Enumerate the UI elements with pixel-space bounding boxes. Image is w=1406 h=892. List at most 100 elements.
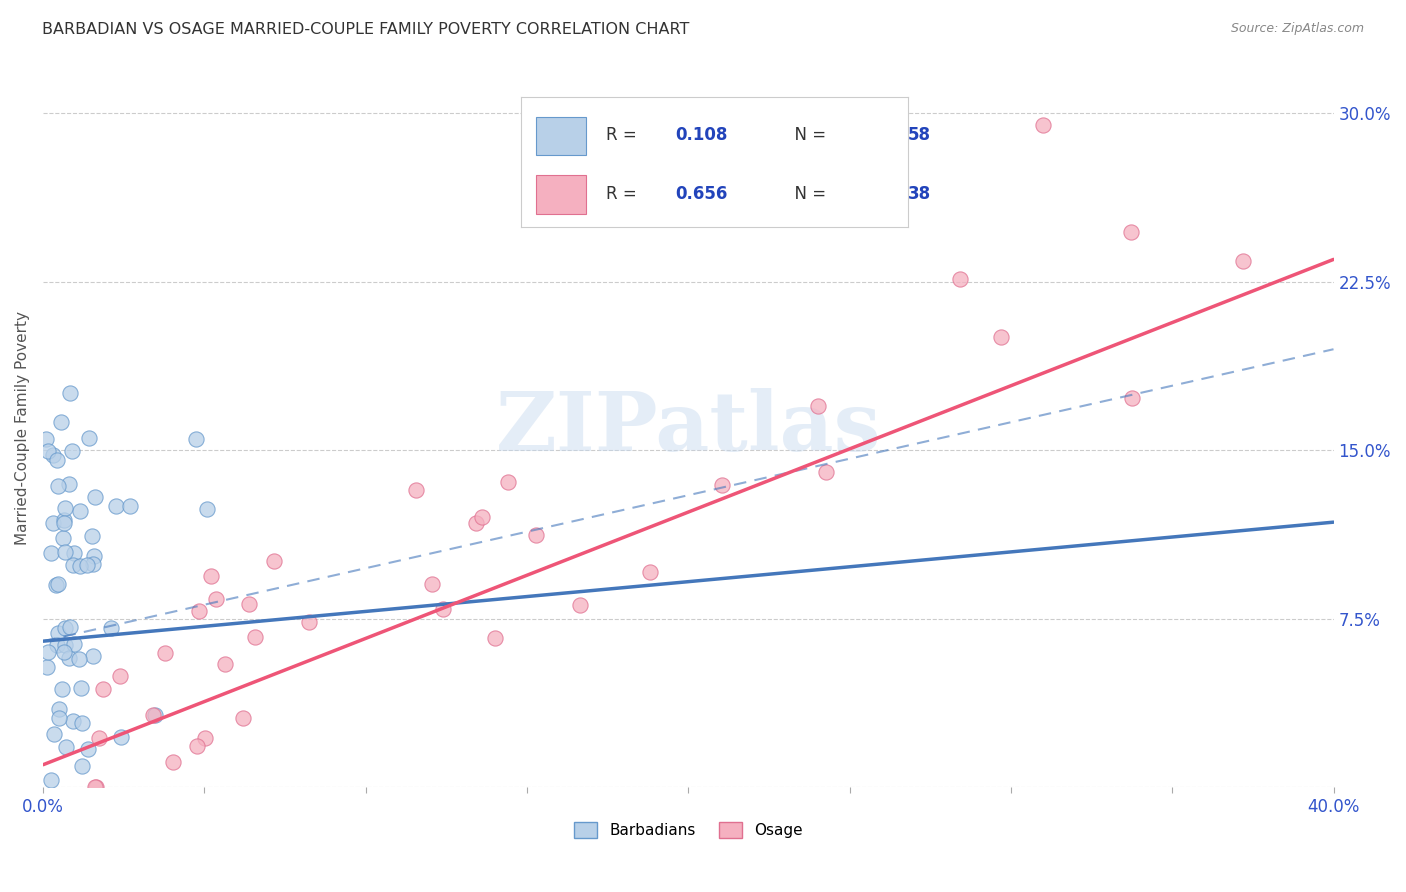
Point [55,739,77,754]
Point [194,731,217,745]
Point [1232,254,1254,268]
Point [60,444,83,458]
Point [83,780,105,794]
Point [58,386,80,401]
Point [82,529,104,543]
Point [465,516,488,530]
Point [638,565,661,579]
Point [1119,225,1142,239]
Point [496,475,519,489]
Point [37,645,59,659]
Point [524,528,547,542]
Point [79,431,101,445]
Point [143,708,166,723]
Point [35,660,58,674]
Point [58,650,80,665]
Point [53,621,76,635]
Point [51,682,73,697]
Point [39,772,62,787]
Point [204,592,226,607]
Text: ZIPatlas: ZIPatlas [495,388,882,467]
Point [162,755,184,769]
Point [238,598,260,612]
Point [83,549,105,564]
Point [49,415,72,429]
Point [100,621,122,635]
Point [69,504,91,518]
Point [76,558,98,572]
Y-axis label: Married-Couple Family Poverty: Married-Couple Family Poverty [15,310,30,545]
Point [108,668,131,682]
Point [141,708,163,723]
Point [69,558,91,573]
Point [195,501,218,516]
Point [432,602,454,616]
Point [46,625,69,640]
Text: Source: ZipAtlas.com: Source: ZipAtlas.com [1230,22,1364,36]
Point [214,657,236,671]
Point [471,509,494,524]
Point [53,500,76,515]
Point [53,638,76,652]
Point [34,432,56,446]
Point [82,557,104,571]
Point [62,638,84,652]
Point [184,432,207,446]
Point [118,499,141,513]
Point [52,516,75,530]
Point [484,632,506,646]
Point [39,546,62,560]
Point [37,443,59,458]
Point [62,558,84,572]
Point [710,478,733,492]
Point [232,711,254,725]
Point [110,730,132,744]
Point [91,681,114,696]
Point [82,649,104,664]
Point [42,516,65,530]
Text: BARBADIAN VS OSAGE MARRIED-COUPLE FAMILY POVERTY CORRELATION CHART: BARBADIAN VS OSAGE MARRIED-COUPLE FAMILY… [42,22,689,37]
Point [58,477,80,491]
Point [949,272,972,286]
Point [42,448,65,462]
Point [1121,391,1143,405]
Point [52,532,75,546]
Legend: Barbadians, Osage: Barbadians, Osage [568,816,808,844]
Point [67,651,90,665]
Point [1032,118,1054,132]
Point [298,615,321,630]
Point [45,578,67,592]
Point [815,465,838,479]
Point [53,645,76,659]
Point [70,715,93,730]
Point [53,513,76,527]
Point [53,544,76,558]
Point [990,329,1012,343]
Point [807,399,830,413]
Point [153,646,176,660]
Point [243,630,266,644]
Point [48,702,70,716]
Point [84,780,107,794]
Point [63,546,86,560]
Point [105,499,128,513]
Point [48,711,70,725]
Point [187,604,209,618]
Point [87,731,110,746]
Point [186,739,208,753]
Point [46,479,69,493]
Point [46,577,69,591]
Point [569,598,592,612]
Point [263,554,285,568]
Point [46,452,69,467]
Point [405,483,427,497]
Point [45,638,67,652]
Point [44,727,66,741]
Point [200,569,222,583]
Point [62,714,84,729]
Point [70,758,93,772]
Point [84,490,107,504]
Point [77,742,100,756]
Point [59,620,82,634]
Point [420,577,443,591]
